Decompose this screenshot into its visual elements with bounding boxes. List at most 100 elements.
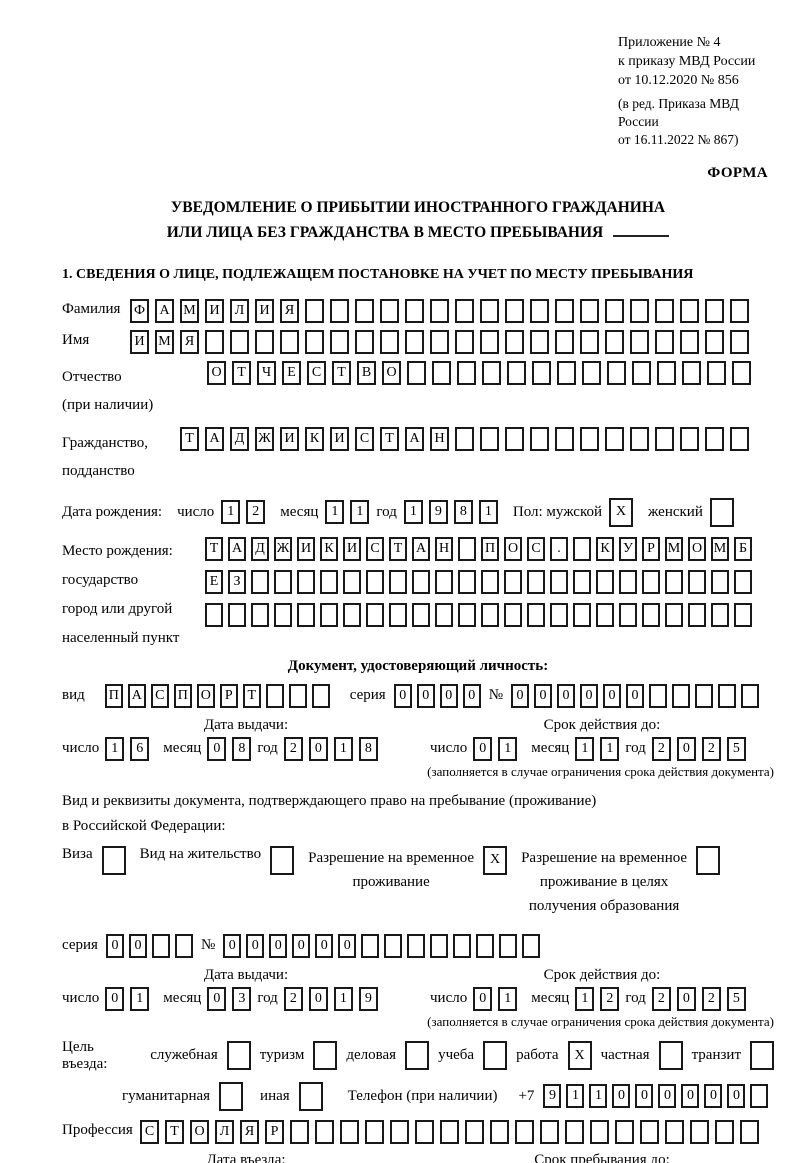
- char-box[interactable]: О: [688, 536, 706, 561]
- char-box[interactable]: [251, 569, 269, 594]
- char-box[interactable]: Р: [265, 1119, 284, 1144]
- char-box[interactable]: [630, 426, 649, 451]
- char-box[interactable]: 8: [453, 500, 473, 525]
- char-box[interactable]: 0: [416, 683, 435, 708]
- char-box[interactable]: П: [173, 683, 192, 708]
- char-box[interactable]: [458, 536, 476, 561]
- char-box[interactable]: 1: [589, 1084, 608, 1109]
- char-box[interactable]: С: [307, 360, 326, 385]
- char-box[interactable]: [655, 329, 674, 354]
- char-box[interactable]: [630, 298, 649, 323]
- char-box[interactable]: [255, 329, 274, 354]
- char-box[interactable]: Я: [280, 298, 299, 323]
- char-box[interactable]: [280, 329, 299, 354]
- char-box[interactable]: [458, 569, 476, 594]
- char-box[interactable]: [715, 1119, 734, 1144]
- char-box[interactable]: [430, 298, 449, 323]
- char-box[interactable]: [274, 569, 292, 594]
- char-box[interactable]: М: [665, 536, 683, 561]
- char-box[interactable]: Т: [332, 360, 351, 385]
- char-box[interactable]: [730, 329, 749, 354]
- char-box[interactable]: В: [357, 360, 376, 385]
- char-box[interactable]: 0: [105, 986, 125, 1011]
- char-box[interactable]: [730, 298, 749, 323]
- char-box[interactable]: [290, 1119, 309, 1144]
- char-box[interactable]: [311, 683, 330, 708]
- char-box[interactable]: [305, 329, 324, 354]
- char-box[interactable]: 0: [128, 933, 147, 958]
- char-box[interactable]: А: [228, 536, 246, 561]
- char-box[interactable]: [734, 602, 752, 627]
- char-box[interactable]: [530, 298, 549, 323]
- char-box[interactable]: [389, 569, 407, 594]
- char-box[interactable]: 1: [600, 736, 620, 761]
- char-box[interactable]: [453, 933, 472, 958]
- char-box[interactable]: [555, 426, 574, 451]
- char-box[interactable]: [711, 602, 729, 627]
- char-box[interactable]: [665, 569, 683, 594]
- char-box[interactable]: X: [483, 845, 508, 875]
- char-box[interactable]: [695, 683, 713, 708]
- char-box[interactable]: М: [711, 536, 729, 561]
- char-box[interactable]: 0: [557, 683, 575, 708]
- char-box[interactable]: [750, 1041, 774, 1071]
- char-box[interactable]: [320, 569, 338, 594]
- char-box[interactable]: 0: [704, 1084, 723, 1109]
- char-box[interactable]: [412, 569, 430, 594]
- char-box[interactable]: [655, 298, 674, 323]
- char-box[interactable]: [527, 602, 545, 627]
- char-box[interactable]: [435, 569, 453, 594]
- char-box[interactable]: 0: [292, 933, 311, 958]
- char-box[interactable]: [615, 1119, 634, 1144]
- char-box[interactable]: 2: [600, 986, 620, 1011]
- purpose-study-checkbox[interactable]: [483, 1041, 508, 1071]
- char-box[interactable]: 1: [478, 500, 498, 525]
- char-box[interactable]: 0: [658, 1084, 677, 1109]
- char-box[interactable]: [705, 426, 724, 451]
- char-box[interactable]: [390, 1119, 409, 1144]
- char-box[interactable]: И: [255, 298, 274, 323]
- char-box[interactable]: [226, 1041, 251, 1071]
- option-temp-residence-checkbox[interactable]: X: [483, 845, 508, 875]
- char-box[interactable]: 1: [333, 736, 353, 761]
- char-box[interactable]: [596, 569, 614, 594]
- char-box[interactable]: [330, 298, 349, 323]
- char-box[interactable]: [630, 329, 649, 354]
- char-box[interactable]: 1: [575, 986, 595, 1011]
- char-box[interactable]: [590, 1119, 609, 1144]
- char-box[interactable]: [505, 329, 524, 354]
- char-box[interactable]: О: [207, 360, 226, 385]
- char-box[interactable]: 0: [393, 683, 412, 708]
- char-box[interactable]: С: [140, 1119, 159, 1144]
- char-box[interactable]: 1: [130, 986, 150, 1011]
- char-box[interactable]: [415, 1119, 434, 1144]
- char-box[interactable]: [522, 933, 541, 958]
- char-box[interactable]: 1: [575, 736, 595, 761]
- char-box[interactable]: [573, 602, 591, 627]
- char-box[interactable]: [457, 360, 476, 385]
- char-box[interactable]: Л: [230, 298, 249, 323]
- char-box[interactable]: [490, 1119, 509, 1144]
- char-box[interactable]: 0: [612, 1084, 631, 1109]
- char-box[interactable]: [230, 329, 249, 354]
- char-box[interactable]: Я: [240, 1119, 259, 1144]
- purpose-work-checkbox[interactable]: X: [567, 1041, 592, 1071]
- char-box[interactable]: [532, 360, 551, 385]
- char-box[interactable]: 5: [726, 986, 746, 1011]
- char-box[interactable]: И: [205, 298, 224, 323]
- char-box[interactable]: [655, 426, 674, 451]
- char-box[interactable]: 0: [676, 986, 696, 1011]
- option-visa-checkbox[interactable]: [101, 845, 126, 875]
- char-box[interactable]: [288, 683, 307, 708]
- char-box[interactable]: 2: [651, 736, 671, 761]
